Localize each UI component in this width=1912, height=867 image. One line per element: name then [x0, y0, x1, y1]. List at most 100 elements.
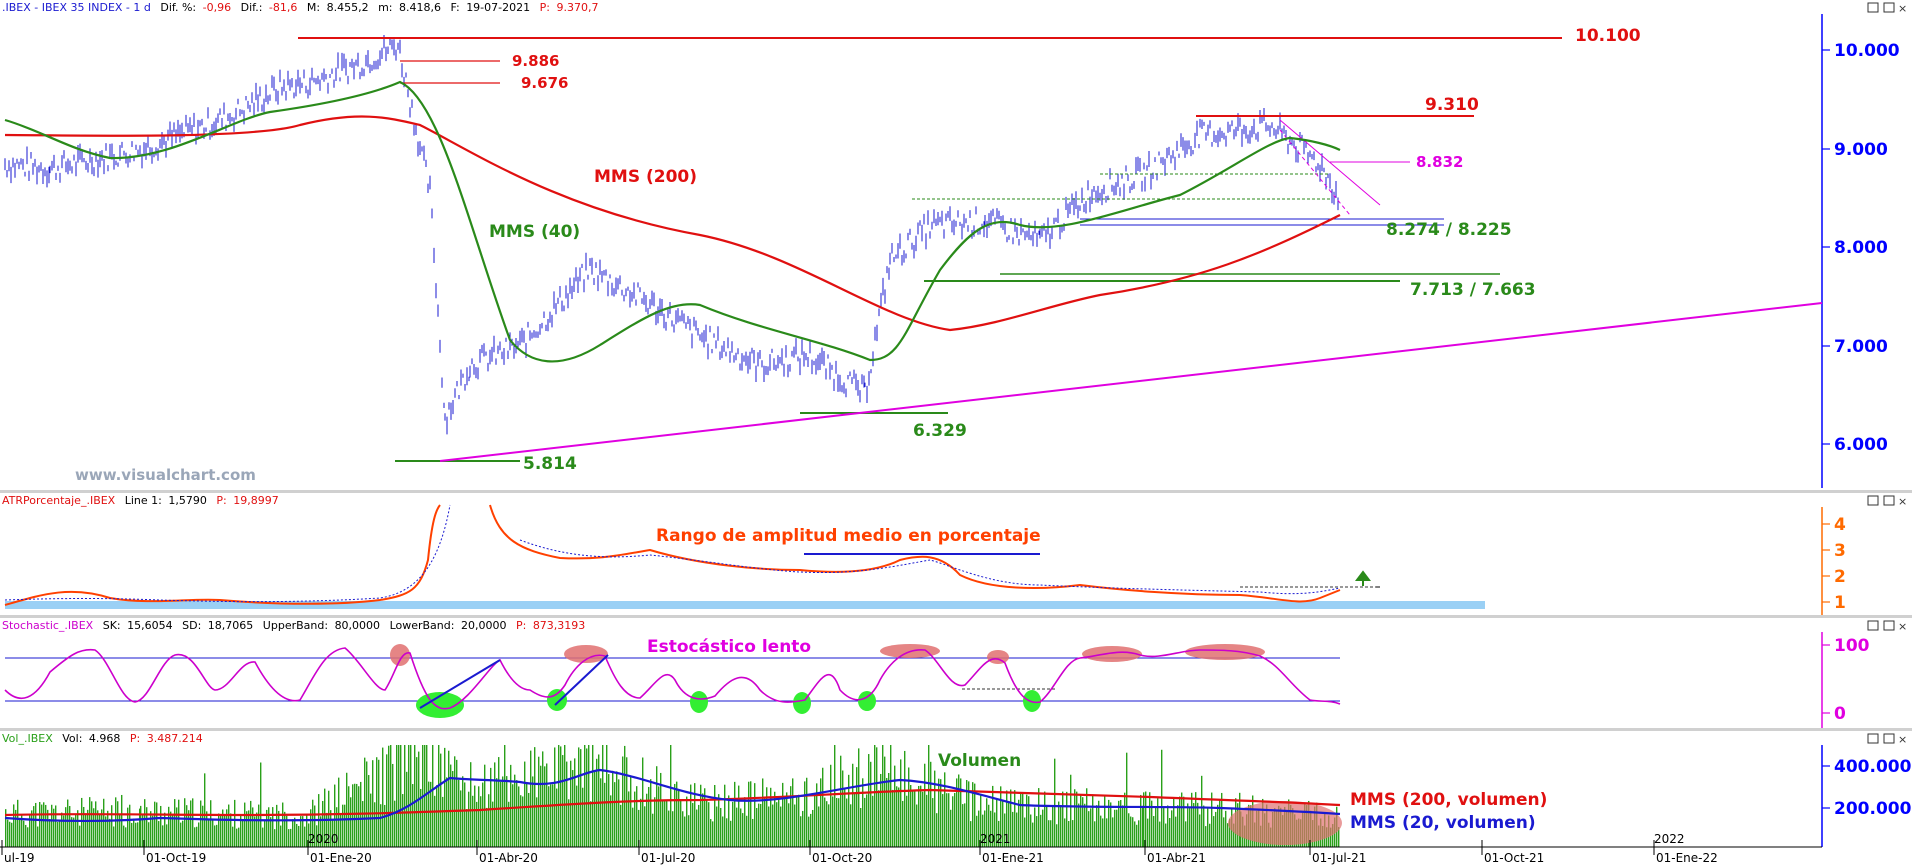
- volume-bar: [260, 762, 262, 847]
- volume-bar: [1112, 817, 1114, 847]
- separator-stoch-volume[interactable]: [0, 728, 1912, 731]
- atr-panel-window-controls: ×: [1867, 495, 1907, 508]
- stoch-header-sd-label: SD:: [182, 619, 201, 632]
- volume-bar: [123, 825, 125, 847]
- volume-maximize-button[interactable]: [1883, 733, 1895, 744]
- volume-bar: [932, 798, 934, 847]
- volume-bar: [158, 821, 160, 847]
- volume-bar: [272, 807, 274, 847]
- atr-maximize-button[interactable]: [1883, 495, 1895, 506]
- volume-bar: [254, 816, 256, 847]
- volume-bar: [978, 810, 980, 847]
- volume-bar: [1221, 792, 1223, 847]
- volume-bar: [896, 786, 898, 847]
- volume-bar: [1205, 826, 1207, 847]
- volume-mms20-label: MMS (20, volumen): [1350, 813, 1536, 833]
- volume-bar: [946, 793, 948, 847]
- volume-bar: [1147, 818, 1149, 847]
- volume-close-button[interactable]: ×: [1898, 733, 1907, 746]
- stoch-overbought-highlights: [390, 644, 1265, 666]
- volume-minimize-button[interactable]: [1867, 733, 1879, 744]
- volume-bar: [1016, 812, 1018, 847]
- volume-bar: [394, 800, 396, 847]
- volume-bar: [1183, 796, 1185, 847]
- volume-bar: [216, 824, 218, 847]
- volume-bar: [824, 797, 826, 847]
- volume-bar: [1118, 800, 1120, 847]
- price-minimize-button[interactable]: [1867, 2, 1879, 13]
- price-close-button[interactable]: ×: [1898, 2, 1907, 15]
- volume-bar: [87, 809, 89, 847]
- volume-bar: [514, 774, 516, 847]
- volume-bar: [412, 784, 414, 847]
- volume-bar: [762, 778, 764, 847]
- volume-bar: [83, 806, 85, 847]
- volume-bar: [698, 804, 700, 847]
- volume-bar: [53, 808, 55, 847]
- volume-bar: [1165, 823, 1167, 847]
- volume-bar: [37, 826, 39, 847]
- volume-bar: [1002, 799, 1004, 847]
- channel-line-upper: [1279, 119, 1381, 206]
- x-tick-label: 01-Oct-19: [146, 851, 206, 865]
- volume-bar: [790, 786, 792, 847]
- stoch-header-sk-label: SK:: [103, 619, 121, 632]
- stoch-panel-window-controls: ×: [1867, 620, 1907, 633]
- volume-bar: [324, 788, 326, 847]
- volume-bar: [664, 800, 666, 847]
- volume-bar: [1028, 796, 1030, 847]
- volume-bar: [434, 795, 436, 847]
- x-tick-label: 01-Jul-21: [1312, 851, 1366, 865]
- atr-close-button[interactable]: ×: [1898, 495, 1907, 508]
- volume-bar: [278, 810, 280, 847]
- volume-header-p: 3.487.214: [147, 732, 203, 745]
- volume-bar: [918, 785, 920, 847]
- volume-title: Volumen: [938, 751, 1021, 771]
- volume-bar: [23, 820, 25, 847]
- stoch-minimize-button[interactable]: [1867, 620, 1879, 631]
- volume-bar: [480, 796, 482, 847]
- stoch-header-sd: 18,7065: [208, 619, 254, 632]
- volume-panel-window-controls: ×: [1867, 733, 1907, 746]
- separator-atr-stoch[interactable]: [0, 615, 1912, 618]
- volume-bar: [382, 747, 384, 847]
- volume-bar: [736, 807, 738, 847]
- volume-bar: [344, 804, 346, 847]
- stoch-close-button[interactable]: ×: [1898, 620, 1907, 633]
- x-tick-label: 01-Oct-21: [1484, 851, 1544, 865]
- separator-price-atr[interactable]: [0, 490, 1912, 493]
- volume-bar: [478, 786, 480, 847]
- volume-bar: [986, 798, 988, 847]
- stoch-maximize-button[interactable]: [1883, 620, 1895, 631]
- volume-bar: [476, 801, 478, 847]
- volume-bar: [326, 812, 328, 847]
- overbought-highlight: [1082, 646, 1142, 662]
- volume-bar: [212, 819, 214, 847]
- price-maximize-button[interactable]: [1883, 2, 1895, 13]
- volume-bar: [520, 795, 522, 847]
- volume-bar: [704, 788, 706, 847]
- volume-bar: [928, 745, 930, 847]
- price-header-last-label: P:: [540, 1, 550, 14]
- atr-minimize-button[interactable]: [1867, 495, 1879, 506]
- volume-bar: [1163, 808, 1165, 847]
- y-tick-label: 0: [1834, 704, 1846, 724]
- volume-bar: [117, 801, 119, 847]
- volume-bar: [666, 800, 668, 847]
- volume-bar: [528, 792, 530, 847]
- price-header-symbol: .IBEX - IBEX 35 INDEX - 1 d: [2, 1, 151, 14]
- volume-bar: [298, 825, 300, 847]
- volume-bar: [974, 783, 976, 847]
- volume-bar: [1338, 827, 1340, 847]
- volume-bar: [1167, 805, 1169, 847]
- volume-bar: [45, 804, 47, 847]
- volume-bar: [1181, 792, 1183, 847]
- volume-bar: [658, 786, 660, 847]
- volume-bar: [1330, 827, 1332, 847]
- volume-bar: [79, 825, 81, 847]
- volume-bar: [1108, 799, 1110, 847]
- volume-bar: [952, 796, 954, 847]
- x-tick-label: 01-Abr-20: [479, 851, 538, 865]
- volume-bar: [832, 796, 834, 847]
